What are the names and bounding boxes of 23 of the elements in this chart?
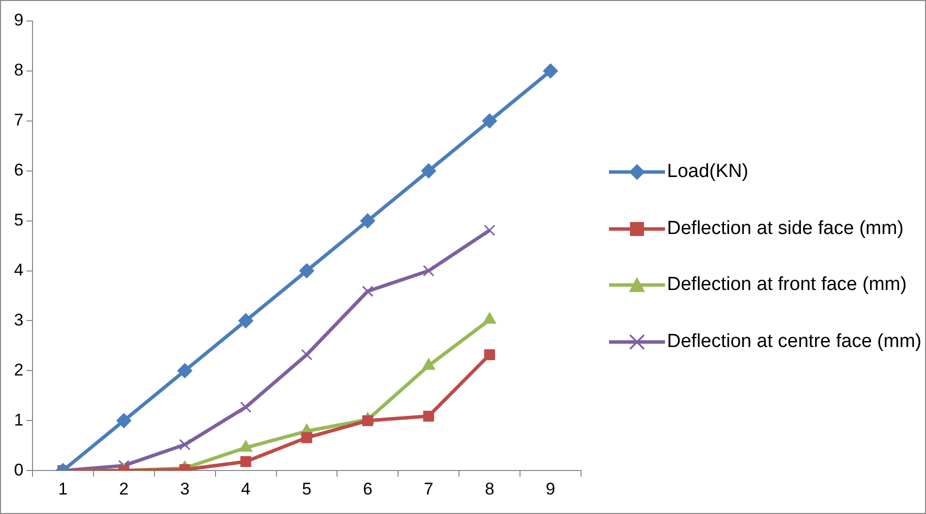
y-tick-label: 1 (14, 410, 24, 430)
legend-label: Deflection at side face (mm) (667, 216, 904, 240)
x-tick-label: 3 (180, 479, 190, 498)
y-tick-label: 3 (14, 310, 24, 330)
y-tick-label: 4 (14, 260, 24, 280)
y-tick-label: 6 (14, 160, 24, 180)
x-tick-label: 9 (546, 479, 556, 498)
legend-label: Deflection at front face (mm) (667, 273, 907, 297)
x-tick-label: 8 (484, 479, 494, 498)
x-tick-label: 1 (58, 479, 68, 498)
y-tick-label: 9 (14, 10, 24, 30)
x-tick-label: 2 (119, 479, 129, 498)
y-tick-label: 7 (14, 110, 24, 130)
x-tick-label: 6 (362, 479, 372, 498)
x-tick-label: 4 (241, 479, 251, 498)
x-tick-label: 7 (424, 479, 434, 498)
y-tick-label: 2 (14, 360, 24, 380)
y-tick-label: 8 (14, 60, 24, 80)
legend-label: Deflection at centre face (mm) (667, 330, 922, 354)
x-tick-label: 5 (302, 479, 312, 498)
y-tick-label: 5 (14, 210, 24, 230)
legend-label: Load(KN) (667, 160, 748, 184)
y-tick-label: 0 (14, 460, 24, 480)
